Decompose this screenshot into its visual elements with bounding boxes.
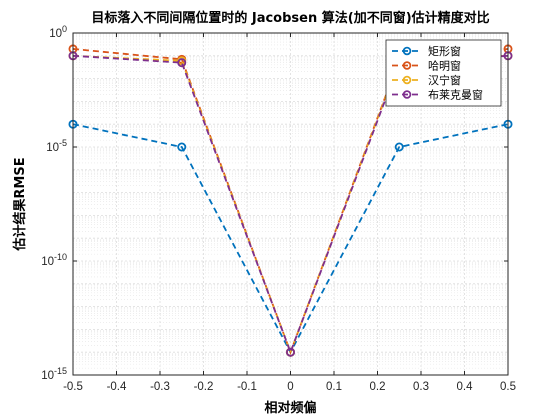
x-tick-label: 0: [287, 381, 293, 393]
y-tick-label: 100: [49, 24, 67, 40]
x-tick-label: -0.4: [107, 381, 127, 393]
x-tick-label: 0.4: [457, 381, 474, 393]
y-axis-label: 估计结果RMSE: [12, 157, 28, 251]
x-tick-label: 0.5: [500, 381, 516, 393]
legend-label: 汉宁窗: [428, 73, 461, 87]
x-tick-label: 0.2: [370, 381, 386, 393]
data-point: [177, 142, 187, 152]
legend-swatch-marker: [402, 75, 412, 85]
x-tick-label: -0.5: [63, 381, 83, 393]
y-tick-label: 10-10: [41, 252, 67, 268]
y-tick-label: 10-15: [41, 366, 67, 382]
x-tick-label: 0.1: [326, 381, 342, 393]
x-tick-label: -0.1: [237, 381, 257, 393]
legend-label: 哈明窗: [428, 59, 461, 73]
series-line: [72, 54, 509, 355]
legend-swatch-marker: [402, 46, 412, 56]
x-tick-label: -0.2: [194, 381, 214, 393]
data-point: [394, 142, 404, 152]
data-point: [285, 347, 295, 357]
chart-title: 目标落入不同间隔位置时的 Jacobsen 算法(加不同窗)估计精度对比: [91, 10, 489, 26]
legend-label: 布莱克曼窗: [428, 88, 483, 102]
x-tick-label: 0.3: [413, 381, 429, 393]
axis-ticks: -0.5 -0.4 -0.3 -0.2 -0.1 0 0.1 0.2 0.3 0.4 0.5 100 1…: [41, 24, 516, 393]
x-tick-label: -0.3: [150, 381, 170, 393]
legend-swatch-marker: [402, 90, 412, 99]
x-axis-label: 相对频偏: [264, 400, 316, 416]
y-tick-label: 10-5: [46, 138, 67, 154]
data-point: [177, 58, 187, 68]
legend-label: 矩形窗: [428, 44, 461, 58]
legend-swatch-marker: [402, 61, 412, 70]
